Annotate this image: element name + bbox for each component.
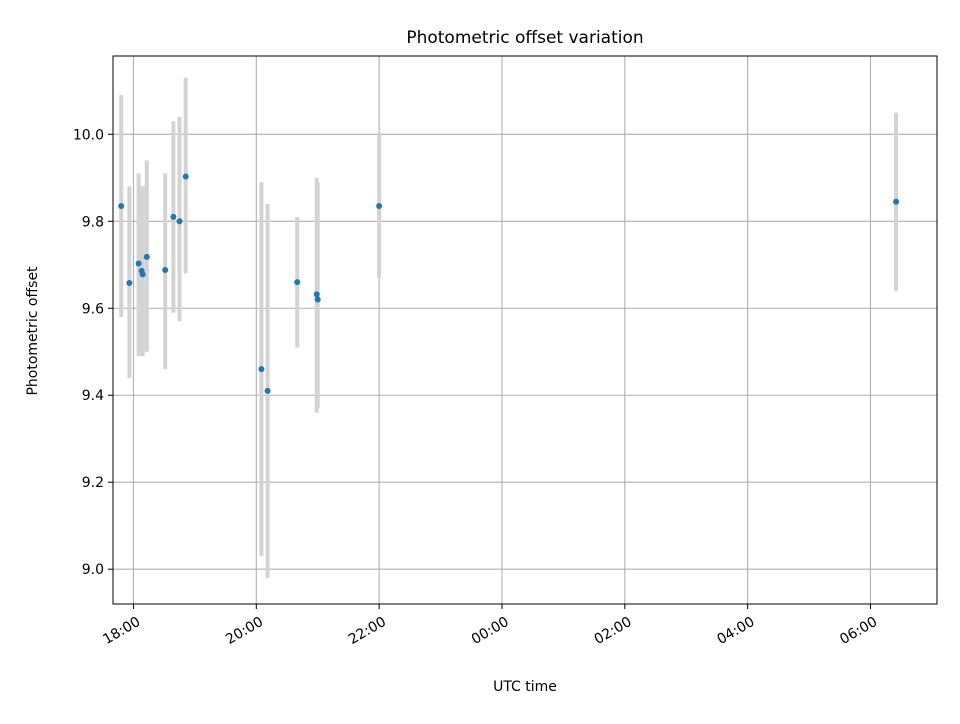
data-point xyxy=(376,203,383,210)
data-point-layer xyxy=(118,173,900,394)
y-tick-label: 10.0 xyxy=(73,127,104,143)
y-axis-label: Photometric offset xyxy=(25,266,41,396)
data-point xyxy=(170,213,177,220)
y-tick-label: 9.2 xyxy=(82,475,104,491)
y-tick-label: 9.0 xyxy=(82,562,104,578)
x-axis-label: UTC time xyxy=(493,679,557,695)
data-point xyxy=(176,218,183,225)
y-tick-label: 9.6 xyxy=(82,301,104,317)
data-point xyxy=(314,296,321,303)
data-point xyxy=(143,253,150,260)
y-tick-label: 9.8 xyxy=(82,214,104,230)
data-point xyxy=(893,198,900,205)
data-point xyxy=(126,280,133,287)
data-point xyxy=(258,366,265,373)
data-point xyxy=(313,291,320,298)
data-point xyxy=(118,203,125,210)
data-point xyxy=(135,260,142,267)
data-point xyxy=(294,279,301,286)
data-point xyxy=(139,271,146,278)
grid-layer xyxy=(113,56,937,604)
data-point xyxy=(162,266,169,273)
chart-title: Photometric offset variation xyxy=(406,28,643,48)
data-point xyxy=(264,387,271,394)
y-tick-layer: 9.0 9.2 9.4 9.6 9.8 10.0 xyxy=(73,127,113,578)
y-tick-label: 9.4 xyxy=(82,388,104,404)
data-point xyxy=(182,173,189,180)
plot-frame xyxy=(112,55,938,605)
